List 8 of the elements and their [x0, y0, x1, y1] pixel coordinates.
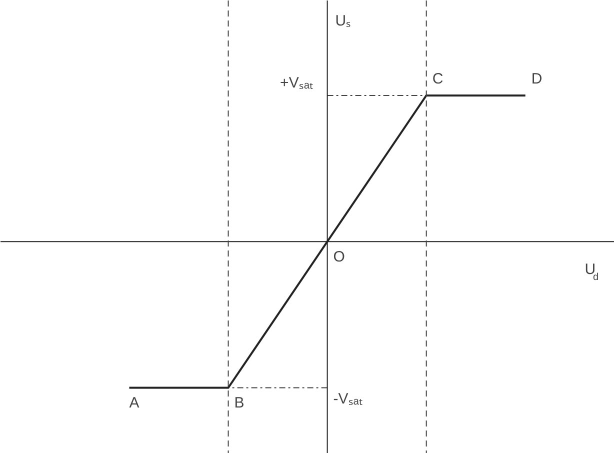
ref-line-label: -Vₛₐₜ — [333, 390, 363, 408]
text: D — [531, 70, 542, 88]
y-axis-title: Uₛ — [335, 12, 352, 30]
text: B — [234, 394, 244, 412]
text: A — [129, 394, 140, 412]
text: C — [432, 70, 444, 88]
annotation: O — [333, 248, 345, 266]
ref-line-label: +Vₛₐₜ — [280, 74, 314, 92]
